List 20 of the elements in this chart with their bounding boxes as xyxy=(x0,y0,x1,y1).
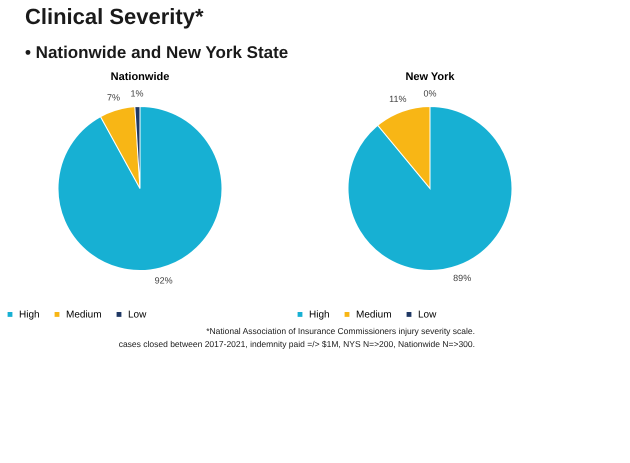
text: 0% xyxy=(423,88,437,98)
pie-slice xyxy=(348,106,512,271)
legend-label: Medium xyxy=(66,309,102,320)
text: Clinical Severity* xyxy=(25,4,204,29)
data-label: 89% xyxy=(453,272,472,283)
data-label: 7% xyxy=(106,92,120,102)
legend-label: High xyxy=(19,309,40,320)
text: cases closed between 2017-2021, indemnity paid =/> $1M, NYS N=>200, Nationwide N=>300. xyxy=(118,339,475,349)
pie-slice xyxy=(58,106,222,271)
legend-label: Medium xyxy=(356,309,392,320)
text: • Nationwide and New York State xyxy=(25,43,288,62)
data-label: 92% xyxy=(154,276,173,286)
legend-label: Low xyxy=(418,309,438,320)
data-label: 1% xyxy=(130,88,144,99)
chart-title: Nationwide xyxy=(110,71,170,83)
legend-label: High xyxy=(309,309,330,320)
chart-title: New York xyxy=(405,71,456,83)
legend-label: Low xyxy=(128,309,148,320)
data-label: 11% xyxy=(389,94,406,104)
text: *National Association of Insurance Commissioners injury severity scale. xyxy=(206,326,475,336)
